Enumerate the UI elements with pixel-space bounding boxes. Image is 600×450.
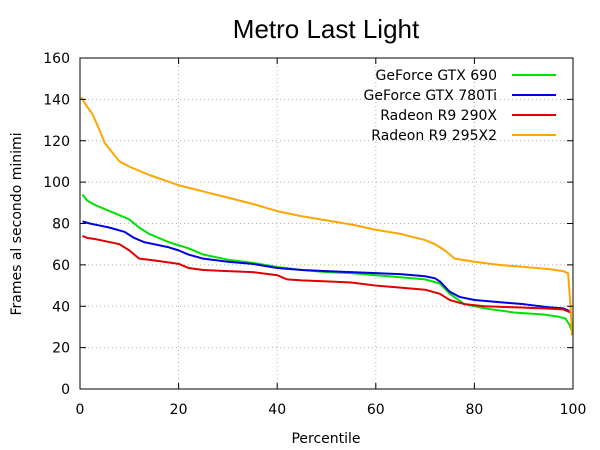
series-group bbox=[80, 96, 574, 336]
legend: GeForce GTX 690 GeForce GTX 780Ti Radeon R… bbox=[364, 68, 556, 144]
series-line-4 bbox=[80, 96, 574, 336]
y-tick-label: 140 bbox=[43, 92, 70, 108]
series-line-2 bbox=[82, 220, 572, 314]
legend-label: Radeon R9 290X bbox=[380, 108, 497, 124]
y-tick-label: 20 bbox=[52, 341, 70, 357]
legend-label: Radeon R9 295X2 bbox=[371, 128, 497, 144]
x-tick-label: 20 bbox=[170, 402, 188, 418]
series-line-3 bbox=[82, 234, 571, 314]
x-tick-label: 40 bbox=[268, 402, 286, 418]
x-tick-label: 80 bbox=[465, 402, 483, 418]
y-axis-label: Frames al secondo minimi bbox=[9, 132, 25, 315]
y-tick-label: 60 bbox=[52, 258, 70, 274]
grid bbox=[80, 58, 573, 389]
y-tick-label: 80 bbox=[52, 217, 70, 233]
y-tick-label: 40 bbox=[52, 299, 70, 315]
plot-frame bbox=[79, 57, 574, 390]
ticks: 0 20 40 60 80 100 0 20 40 60 80 100 120 140 160 bbox=[43, 51, 586, 418]
legend-label: GeForce GTX 780Ti bbox=[364, 88, 497, 104]
x-axis-label: Percentile bbox=[291, 431, 360, 447]
series-line-1 bbox=[81, 193, 573, 332]
chart-title: Metro Last Light bbox=[233, 14, 420, 44]
y-tick-label: 160 bbox=[43, 51, 70, 67]
y-tick-label: 0 bbox=[61, 382, 70, 398]
x-tick-label: 100 bbox=[560, 402, 587, 418]
legend-label: GeForce GTX 690 bbox=[376, 68, 497, 84]
y-tick-label: 120 bbox=[43, 134, 70, 150]
x-tick-label: 60 bbox=[367, 402, 385, 418]
x-tick-label: 0 bbox=[76, 402, 85, 418]
y-tick-label: 100 bbox=[43, 175, 70, 191]
